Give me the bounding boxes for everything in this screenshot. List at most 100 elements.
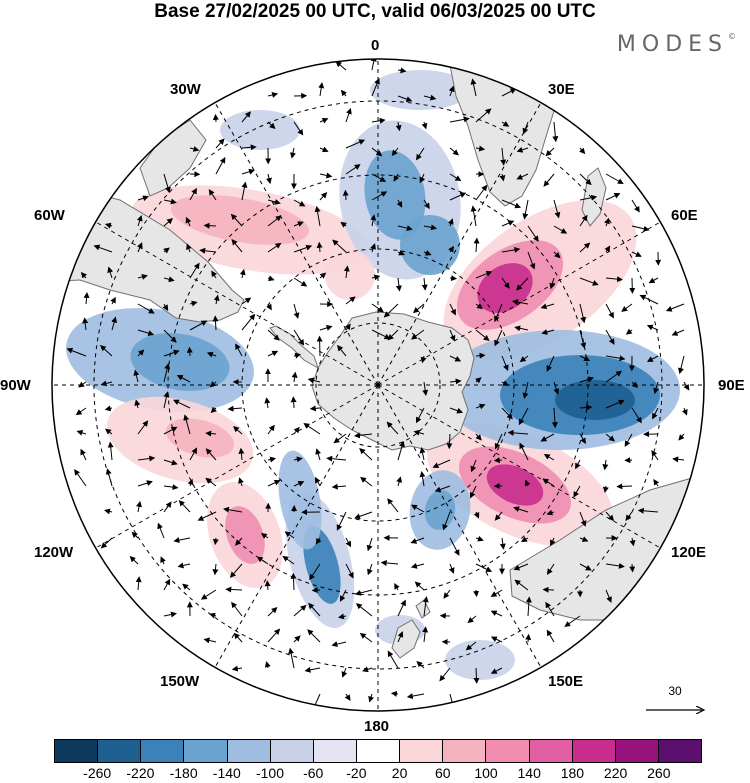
wind-arrow xyxy=(651,450,659,461)
wind-arrow xyxy=(340,89,347,97)
arrow-right-icon xyxy=(646,706,706,714)
wind-arrow xyxy=(493,457,503,464)
wind-arrow xyxy=(514,325,529,332)
wind-arrow xyxy=(225,586,243,593)
wind-arrow xyxy=(137,349,145,357)
wind-arrow xyxy=(290,396,297,409)
wind-arrow xyxy=(186,243,192,253)
wind-arrow xyxy=(100,345,113,357)
wind-arrow xyxy=(439,667,451,682)
wind-arrow xyxy=(639,294,659,305)
wind-arrow xyxy=(371,173,387,182)
anomaly-contour xyxy=(555,380,635,420)
wind-arrow xyxy=(189,447,198,461)
wind-arrow xyxy=(602,459,609,471)
wind-arrow xyxy=(579,303,587,324)
anomaly-contour xyxy=(400,215,460,275)
wind-arrow xyxy=(473,237,480,253)
wind-arrow xyxy=(490,667,503,674)
wind-arrow xyxy=(131,531,139,539)
wind-arrow xyxy=(316,335,323,357)
wind-arrow xyxy=(205,448,217,461)
wind-arrow xyxy=(524,479,531,487)
wind-arrow xyxy=(319,117,329,124)
anomaly-contour xyxy=(445,640,515,680)
wind-arrow xyxy=(105,468,113,487)
wind-arrow xyxy=(212,113,219,123)
colorbar-swatch xyxy=(313,740,357,762)
wind-arrow xyxy=(264,397,271,409)
wind-arrow xyxy=(227,405,243,412)
wind-arrow xyxy=(212,315,219,331)
wind-arrow xyxy=(163,247,170,254)
wind-arrow xyxy=(203,637,217,644)
wind-arrow xyxy=(176,375,191,383)
wind-arrow xyxy=(540,303,555,310)
wind-arrow xyxy=(362,666,373,673)
wind-arrow xyxy=(345,107,352,123)
wind-arrow xyxy=(104,508,113,515)
wind-arrow xyxy=(422,381,429,396)
wind-arrow xyxy=(134,399,141,409)
colorbar-tick-label: 260 xyxy=(647,765,671,781)
wind-arrow xyxy=(416,147,425,161)
meridian-line xyxy=(377,221,661,386)
wind-arrow xyxy=(74,469,87,487)
wind-arrow xyxy=(631,199,640,213)
wind-arrow xyxy=(266,173,272,185)
wind-arrow xyxy=(345,296,356,305)
wind-arrow xyxy=(494,303,503,323)
wind-arrow xyxy=(467,615,477,624)
wind-arrow xyxy=(397,249,405,256)
wind-arrow xyxy=(163,363,171,383)
wind-arrow xyxy=(309,563,321,581)
wind-arrow xyxy=(545,601,555,617)
lon-label-150w: 150W xyxy=(160,673,200,690)
wind-arrow xyxy=(423,250,432,256)
wind-arrow xyxy=(235,343,243,357)
wind-arrow xyxy=(625,328,633,335)
lon-label-30w: 30W xyxy=(170,81,201,98)
wind-arrow xyxy=(527,225,539,242)
lon-label-60e: 60E xyxy=(671,207,698,224)
wind-arrow xyxy=(579,433,586,445)
wind-arrow xyxy=(267,121,276,129)
wind-arrow xyxy=(173,399,191,409)
wind-arrow xyxy=(564,615,581,627)
wind-arrow xyxy=(449,378,462,385)
wind-arrow xyxy=(423,199,430,210)
wind-arrow xyxy=(395,277,402,292)
colorbar-tick-label: 220 xyxy=(603,765,628,781)
wind-arrow xyxy=(199,247,217,254)
colorbar-tick-label: 180 xyxy=(560,765,585,781)
wind-arrow xyxy=(284,531,295,539)
wind-arrow xyxy=(267,479,281,487)
wind-arrow xyxy=(475,329,490,342)
wind-arrow xyxy=(470,78,477,97)
wind-arrow xyxy=(360,476,373,487)
wind-arrow xyxy=(293,244,313,253)
wind-arrow xyxy=(449,407,464,414)
wind-arrow xyxy=(397,225,413,232)
wind-arrow xyxy=(653,478,660,487)
wind-arrow xyxy=(163,218,173,227)
wind-arrow xyxy=(345,563,354,579)
wind-arrow xyxy=(631,381,638,389)
wind-arrow xyxy=(137,455,156,462)
wind-arrow xyxy=(648,277,659,284)
wind-arrow xyxy=(473,589,480,597)
wind-arrow xyxy=(163,484,179,491)
wind-arrow xyxy=(652,407,659,420)
wind-arrow xyxy=(573,485,581,498)
wind-arrow xyxy=(415,407,425,424)
wind-arrow xyxy=(490,589,503,597)
wind-arrow xyxy=(525,633,532,643)
wind-arrow xyxy=(267,329,280,341)
wind-arrow xyxy=(475,377,482,384)
lon-label-150e: 150E xyxy=(548,673,584,690)
wind-arrow xyxy=(319,146,329,153)
wind-arrow xyxy=(267,242,282,253)
wind-arrow xyxy=(290,147,296,159)
wind-arrow xyxy=(129,556,139,565)
wind-arrow xyxy=(290,572,297,591)
